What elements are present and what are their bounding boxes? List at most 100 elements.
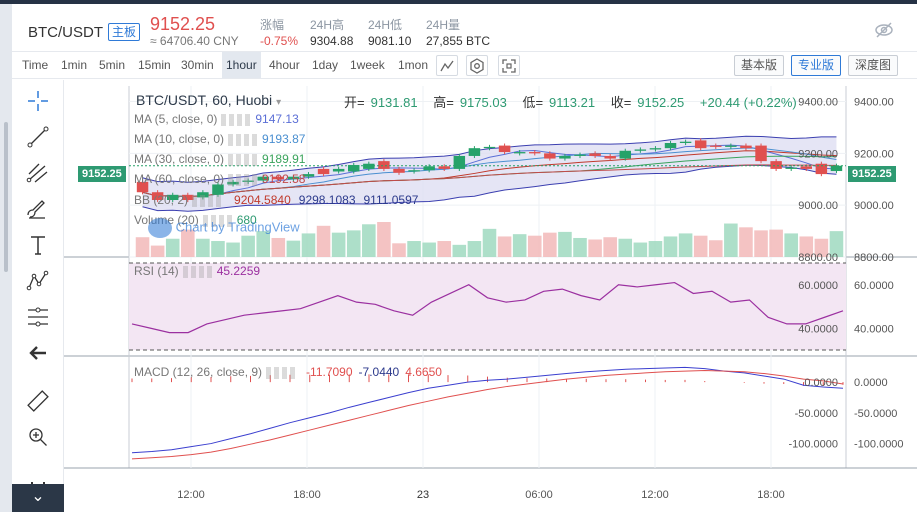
timeframe-time[interactable]: Time [22,58,49,72]
axes: 9400.00 9400.00 9200.00 9200.00 9000.00 9000.… [177,97,903,501]
timeframe-30min[interactable]: 30min [181,58,214,72]
timeframe-1hour[interactable]: 1hour [222,52,261,78]
legend-tools-icon[interactable] [182,265,213,278]
back-arrow-icon[interactable] [25,340,51,366]
timeframe-4hour[interactable]: 4hour [269,58,300,72]
legend-bb-value: 9298.1083 [298,193,356,207]
chart-title[interactable]: BTC/USDT, 60, Huobi ▾ [136,92,282,108]
volume-bar [663,236,678,257]
timeframe-1week[interactable]: 1week [350,58,385,72]
rsi-axis-label: 40.0000 [854,323,894,335]
volume-bar [377,222,391,257]
chart-toolbar: Time 1min 5min 15min 30min 1hour 4hour 1day 1wee… [12,52,917,79]
ruler-icon[interactable] [25,388,51,414]
scrollbar-thumb[interactable] [4,122,8,272]
volume-bar [241,235,255,257]
ohlc-high: 高= 9175.03 [433,95,513,110]
price-badge-right: 9152.25 [848,166,896,182]
timeframe-5min[interactable]: 5min [99,58,126,72]
watermark-text: Chart by TradingView [175,219,300,235]
volume-bar [286,240,301,257]
price-axis-label-left: 9400.00 [798,97,838,109]
timeframe-1mon[interactable]: 1mon [398,58,429,72]
zoom-in-icon[interactable] [25,424,51,450]
volume-bar [422,242,436,257]
legend-ma-0[interactable]: MA (5, close, 0) 9147.13 [134,112,299,126]
volume-bar [603,237,617,257]
crosshair-icon[interactable] [25,88,51,114]
collapse-arrow-icon[interactable]: ⌄ [12,484,64,512]
ohlc-low-value: 9113.21 [549,95,596,110]
view-button-0[interactable]: 基本版 [734,55,785,76]
legend-tools-icon[interactable] [221,113,252,126]
settings-icon[interactable] [466,55,488,76]
pattern-icon[interactable] [25,268,51,294]
legend-ma-value: 9192.58 [262,172,306,186]
timeframe-15min[interactable]: 15min [138,58,171,72]
left-scrollbar[interactable] [0,4,12,512]
legend-ma-1[interactable]: MA (10, close, 0) 9193.87 [134,132,305,146]
indicator-icon[interactable] [436,55,458,76]
legend-macd-value: 4.6650 [405,365,442,379]
candle-body [423,166,435,171]
fullscreen-icon[interactable] [498,55,520,76]
candle-body [649,148,662,150]
candle-body [182,194,194,200]
ohlc-change: +20.44 (+0.22%) [699,95,797,110]
legend-ma-value: 9193.87 [262,132,306,146]
stat-label-volume: 24H量 [426,18,461,32]
volume-bar [527,235,542,257]
volume-bar [588,239,602,257]
eye-off-icon[interactable] [874,20,894,40]
legend-bb[interactable]: BB (20, 2) 9204.5840 9298.1083 9111.0597 [134,193,418,207]
candle-body [785,167,797,169]
ma-60-line [142,164,837,198]
price-axis-label: 9200.00 [854,148,894,160]
macd-axis-label-left: -100.0000 [788,439,838,451]
volume-bar [724,223,738,257]
volume-bar [754,230,768,257]
legend-tools-icon[interactable] [202,214,233,227]
legend-tools-icon[interactable] [228,173,259,186]
price-chart[interactable]: 9400.00 9400.00 9200.00 9200.00 9000.00 9000.… [64,80,917,512]
text-icon[interactable] [25,232,51,258]
legend-tools-icon[interactable] [266,366,297,379]
view-button-1[interactable]: 专业版 [791,55,842,76]
trend-line-icon[interactable] [25,124,51,150]
volume-bar [573,237,587,257]
cny-price: ≈ 64706.40 CNY [150,34,239,48]
macd-axis-label-left: 0.0000 [804,377,838,389]
time-axis-label: 18:00 [293,489,321,501]
symbol-name[interactable]: BTC/USDT [28,24,103,41]
volume-bar [467,241,482,257]
macd-axis-label-left: -50.0000 [795,408,838,420]
fib-icon[interactable] [25,304,51,330]
timeframe-1min[interactable]: 1min [61,58,88,72]
volume-bar [829,231,844,257]
volume-bar [196,238,210,257]
timeframe-1day[interactable]: 1day [312,58,339,72]
volume-bar [392,243,406,257]
legend-tools-icon[interactable] [192,194,223,207]
candle-body [830,165,843,172]
volume-bar [678,233,693,257]
legend-tools-icon[interactable] [228,153,259,166]
candle-body [363,163,375,169]
macd-axis-label: -50.0000 [854,408,897,420]
brush-icon[interactable] [25,196,51,222]
pitchfork-icon[interactable] [25,160,51,186]
legend-tools-icon[interactable] [228,133,259,146]
legend-macd[interactable]: MACD (12, 26, close, 9) -11.7090 -7.0440 4.… [134,365,442,379]
view-button-2[interactable]: 深度图 [848,55,899,76]
legend-rsi-label: RSI (14) [134,264,179,278]
volume-bar [150,245,165,257]
legend-macd-value: -11.7090 [306,365,353,379]
legend-rsi[interactable]: RSI (14) 45.2259 [134,264,260,278]
rsi-pane [129,262,846,351]
legend-ma-3[interactable]: MA (60, close, 0) 9192.58 [134,172,305,186]
board-tag: 主板 [108,23,141,41]
stat-value-change: -0.75% [260,34,299,48]
legend-ma-2[interactable]: MA (30, close, 0) 9189.91 [134,152,305,166]
macd-line [131,366,844,454]
